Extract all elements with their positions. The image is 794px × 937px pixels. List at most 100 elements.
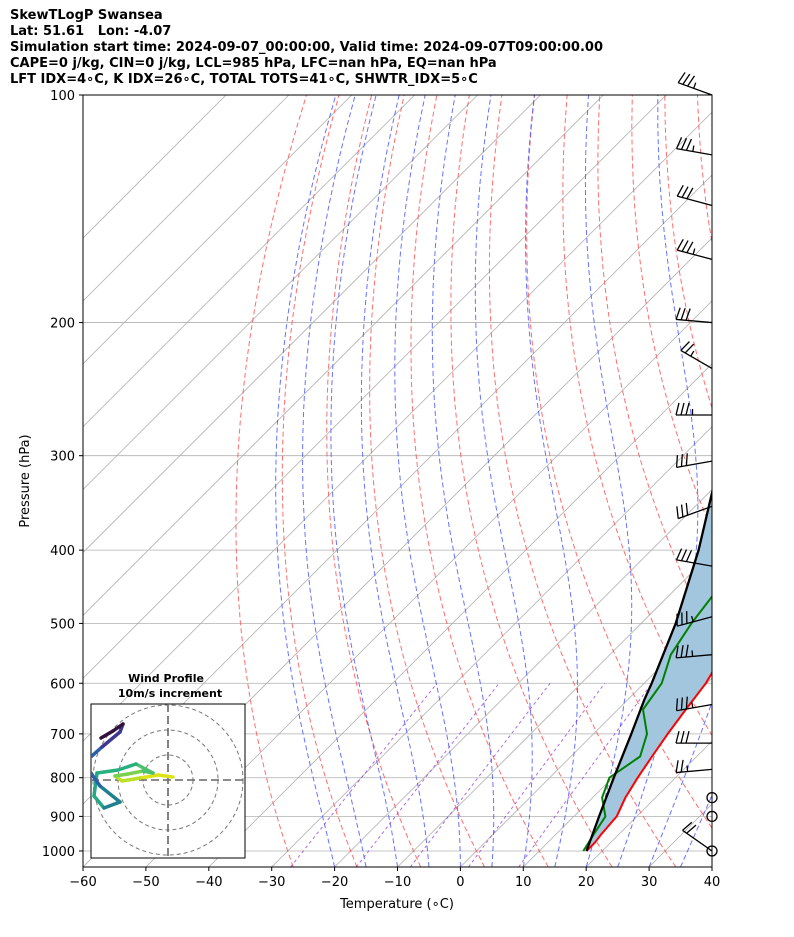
wind-barb-flag: [686, 187, 694, 200]
wind-barb: [680, 341, 713, 370]
calm-wind-circle: [706, 845, 718, 857]
wind-barb-half-flag: [686, 765, 689, 772]
moist-adiabat-line: [360, 95, 430, 867]
wind-barb-flag: [680, 307, 686, 321]
hodograph-inset: Wind Profile 10m/s increment: [90, 672, 246, 859]
title-indices-2: LFT IDX=4∘C, K IDX=26∘C, TOTAL TOTS=41∘C…: [10, 72, 478, 87]
x-tick-label: 30: [641, 875, 658, 890]
isotherm-line: [397, 551, 712, 867]
wind-barb-flag: [680, 504, 684, 517]
y-tick-label: 500: [50, 617, 75, 632]
isotherm-line: [83, 111, 712, 742]
temperature-profile-line: [585, 671, 712, 852]
x-axis-label: Temperature (∘C): [339, 897, 454, 912]
dry-adiabat-line: [730, 95, 794, 867]
y-tick-label: 200: [50, 317, 75, 332]
y-tick-label: 900: [50, 810, 75, 825]
hodograph-trace-segment: [100, 730, 122, 749]
wind-barb-staff: [676, 460, 713, 469]
x-tick-label: −10: [384, 875, 411, 890]
hodograph-plot: [91, 704, 245, 858]
y-tick-label: 300: [50, 450, 75, 465]
wind-barb-flag: [675, 645, 679, 658]
wind-barb-flag: [680, 137, 688, 150]
moist-adiabat-line: [474, 95, 533, 867]
x-tick-label: −20: [321, 875, 348, 890]
wind-barb-flag: [686, 824, 697, 834]
dry-adiabat-line: [281, 95, 358, 867]
wind-barb-flag: [676, 185, 684, 197]
hodograph-trace-segment: [138, 773, 160, 780]
dry-adiabat-line: [410, 95, 549, 867]
wind-barb-half-flag: [691, 701, 694, 708]
title-indices-1: CAPE=0 j/kg, CIN=0 j/kg, LCL=985 hPa, LF…: [10, 56, 497, 71]
hodograph-trace-segment: [120, 776, 142, 783]
x-tick-label: −60: [69, 875, 96, 890]
plot-title-block: SkewTLogP Swansea Lat: 51.61 Lon: -4.07 …: [10, 8, 603, 88]
wind-barb: [675, 644, 713, 659]
wind-barb-half-flag: [691, 650, 694, 657]
wind-barb: [676, 185, 713, 207]
dry-adiabat-line: [369, 95, 485, 867]
wind-barb-half-flag: [690, 615, 694, 622]
wind-barb-staff: [676, 318, 713, 324]
wind-barb-flag: [675, 698, 679, 711]
moist-adiabat-line: [617, 95, 699, 867]
wind-barb-flag: [684, 343, 695, 354]
wind-barb-flag: [675, 730, 680, 744]
wind-barb: [676, 238, 713, 261]
y-tick-label: 600: [50, 677, 75, 692]
isotherm-line: [145, 300, 712, 867]
isotherm-line: [711, 866, 712, 867]
isotherm-line: [83, 95, 667, 679]
y-tick-label: 100: [50, 89, 75, 104]
axes: −60 −50 −40 −30 −20 −10 0 10 20 30 40 100 200 300 400 5…: [42, 89, 720, 890]
isotherm-line: [460, 614, 712, 867]
wind-barb-half-flag: [692, 145, 695, 152]
wind-barb: [675, 137, 713, 156]
cin-shaded-area: [586, 493, 712, 851]
wind-barb-flag: [685, 453, 688, 466]
wind-barb-half-flag: [693, 82, 697, 89]
wind-barb-flag: [675, 548, 683, 561]
wind-barb-staff: [677, 195, 713, 207]
wind-barb-staff: [677, 505, 713, 520]
wind-barb-staff: [676, 559, 713, 567]
wind-barb-flag: [680, 697, 683, 710]
wind-barb-flag: [680, 341, 690, 351]
wind-barb-flag: [685, 402, 690, 416]
y-tick-label: 400: [50, 544, 75, 559]
wind-barb-flag: [675, 454, 679, 468]
wind-barb-flag: [680, 549, 688, 562]
calm-wind-circle: [706, 791, 718, 804]
dry-adiabat-line: [450, 95, 613, 867]
moist-adiabat-line: [680, 794, 712, 867]
wind-barb-flag: [680, 402, 685, 416]
hodograph-trace-segment: [95, 768, 120, 775]
wind-barb-flag: [682, 821, 693, 831]
title-station: SkewTLogP Swansea: [10, 8, 163, 23]
y-axis-label: Pressure (hPa): [18, 434, 33, 527]
wind-barb-half-flag: [690, 350, 695, 357]
x-tick-label: −50: [132, 875, 159, 890]
wind-barb-staff: [676, 147, 713, 156]
y-tick-label: 700: [50, 728, 75, 743]
hodograph-trace-segment: [92, 771, 99, 798]
wind-barb: [677, 72, 713, 96]
moist-adiabat-line: [525, 95, 579, 867]
mixing-ratio-line: [290, 682, 438, 867]
wind-barb-flag: [676, 506, 679, 519]
calm-wind-circle: [706, 810, 718, 823]
wind-barb-flag: [680, 645, 684, 658]
wind-barb-staff: [677, 249, 713, 261]
wind-barb-flag: [680, 759, 684, 773]
dry-adiabat-line: [488, 95, 677, 867]
wind-barb-flag: [675, 137, 683, 149]
hodograph-title: Wind Profile: [128, 672, 204, 685]
x-tick-label: 20: [578, 875, 595, 890]
x-tick-label: −40: [195, 875, 222, 890]
wind-barb-flag: [685, 644, 689, 658]
wind-barb-staff: [677, 82, 713, 96]
mixing-ratio-line: [409, 682, 551, 867]
